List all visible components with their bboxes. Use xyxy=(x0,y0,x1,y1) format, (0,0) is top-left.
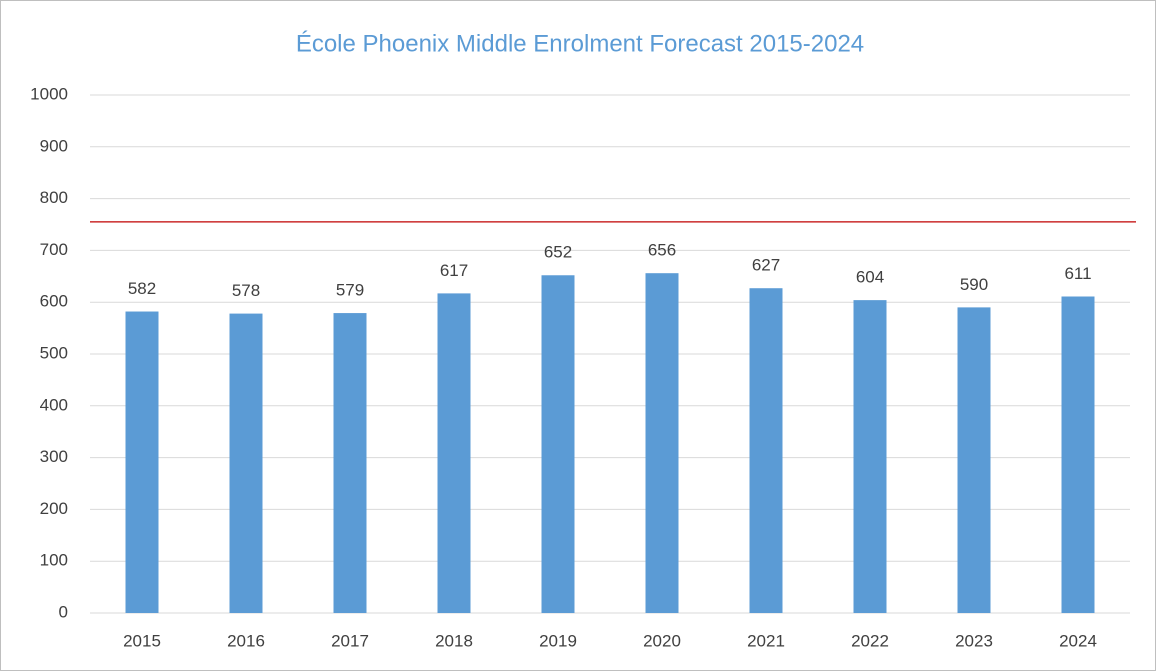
data-label: 617 xyxy=(440,261,468,280)
chart-title: École Phoenix Middle Enrolment Forecast … xyxy=(296,30,864,57)
y-tick-label: 1000 xyxy=(30,84,68,103)
y-tick-label: 200 xyxy=(40,499,68,518)
bar xyxy=(229,313,263,613)
bar xyxy=(957,307,991,613)
data-label: 627 xyxy=(752,256,780,275)
bar xyxy=(749,288,783,613)
data-label: 611 xyxy=(1064,264,1091,283)
y-tick-label: 400 xyxy=(40,395,68,414)
x-tick-label: 2019 xyxy=(539,631,577,650)
y-tick-label: 100 xyxy=(40,551,68,570)
data-label: 604 xyxy=(856,268,884,287)
x-tick-label: 2016 xyxy=(227,631,265,650)
x-tick-label: 2020 xyxy=(643,631,681,650)
y-tick-label: 600 xyxy=(40,292,68,311)
bar xyxy=(125,311,159,613)
data-label: 578 xyxy=(232,281,260,300)
y-tick-label: 500 xyxy=(40,343,68,362)
y-tick-label: 900 xyxy=(40,136,68,155)
data-label: 656 xyxy=(648,241,676,260)
bar xyxy=(541,275,575,613)
x-tick-label: 2023 xyxy=(955,631,993,650)
bar xyxy=(645,273,679,613)
y-tick-label: 700 xyxy=(40,240,68,259)
data-label: 579 xyxy=(336,281,364,300)
x-tick-label: 2024 xyxy=(1059,631,1097,650)
data-label: 582 xyxy=(128,279,156,298)
y-tick-label: 300 xyxy=(40,447,68,466)
x-tick-label: 2015 xyxy=(123,631,161,650)
bar xyxy=(853,300,887,613)
y-tick-label: 0 xyxy=(59,602,68,621)
x-tick-label: 2021 xyxy=(747,631,785,650)
x-tick-label: 2017 xyxy=(331,631,369,650)
bar xyxy=(333,313,367,613)
x-tick-label: 2018 xyxy=(435,631,473,650)
x-tick-label: 2022 xyxy=(851,631,889,650)
bar xyxy=(1061,296,1095,613)
data-label: 590 xyxy=(960,275,988,294)
data-label: 652 xyxy=(544,243,572,262)
bar xyxy=(437,293,471,613)
y-tick-label: 800 xyxy=(40,188,68,207)
